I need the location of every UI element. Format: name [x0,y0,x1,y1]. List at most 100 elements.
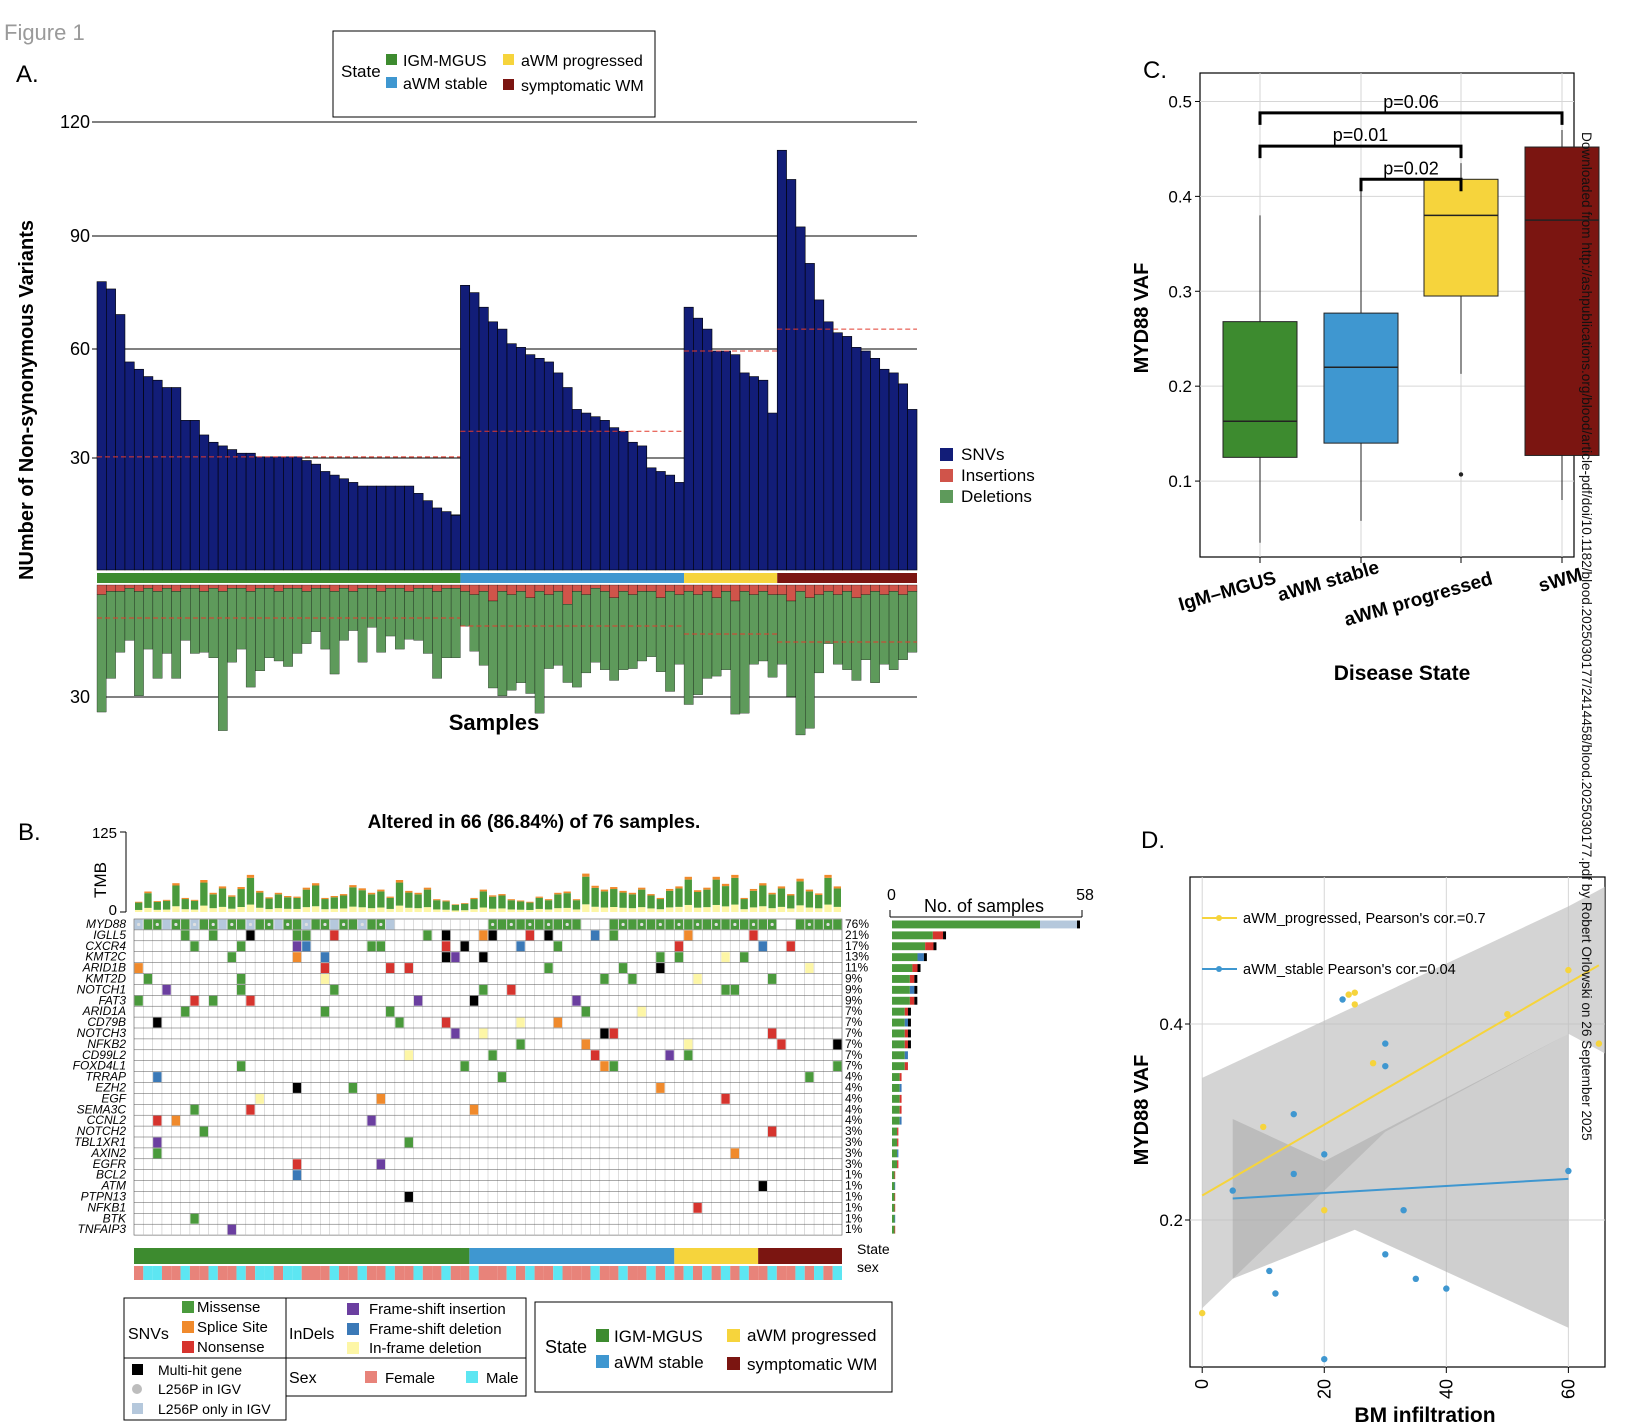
tmb-bar-inframe [386,908,394,912]
tmb-bar-inframe [516,909,525,912]
mutation-cell [590,930,600,941]
count-bar-igll5 [892,931,933,940]
state-track-label: State [857,1241,890,1257]
xtick-d-label-40: 40 [1436,1379,1456,1399]
mutation-cell [246,1104,255,1115]
tmb-bar-inframe [815,908,823,912]
sex-track-cell [832,1266,842,1280]
mutation-cell [441,930,451,941]
snv-bar [562,387,573,571]
legend-item-awm-progressed: aWM progressed [521,53,643,70]
panel-c-ylabel: MYD88 VAF [1131,263,1153,374]
tmb-bar-missense [684,879,692,905]
state-strip-0 [97,573,461,583]
deletion-bar [888,591,899,670]
insertion-bar [134,584,144,592]
mutation-cell [479,984,488,995]
deletion-bar [702,591,713,679]
mutation-cell [637,1006,646,1017]
l256p-dot [342,922,346,927]
snv-bar [767,412,778,571]
deletion-bar [832,594,843,665]
tmb-bar-inframe [693,907,702,912]
tmb-bar-missense [554,894,562,909]
insertion-bar [283,584,293,589]
samples-axis-max: 58 [1076,887,1094,904]
snv-bar [133,368,144,571]
insertion-bar [693,584,703,595]
tmb-bar-splice [135,901,143,903]
snv-bar [814,299,825,571]
count-bar-tbl1xr1 [892,1138,898,1147]
mutation-cell [572,995,581,1006]
snv-bar [208,441,219,571]
tmb-bar-missense [703,889,711,908]
tmb-bar-inframe [796,905,804,912]
tmb-bar-splice [498,894,506,896]
insertion-bar [907,584,918,592]
tmb-bar-missense [237,889,245,908]
tmb-bar-inframe [554,908,562,912]
mutation-cell [646,919,656,930]
l256p-dot [491,922,495,927]
panel-d-label: D. [1141,827,1165,854]
deletion-bar [721,591,731,670]
tmb-bar-inframe [414,908,422,912]
legend-swatch-missense [182,1301,194,1313]
tmb-bar-splice [386,896,394,898]
tmb-bar-splice [377,889,385,892]
snv-bar [227,449,238,571]
mutation-cell [246,995,255,1006]
deletion-bar [749,594,759,665]
insertion-bar [702,584,713,592]
count-bar-bcl2 [892,1171,895,1180]
insertion-bar [395,584,405,589]
mutation-cell [609,1061,618,1072]
mutation-cell [404,963,413,973]
mutation-cell [721,952,730,963]
insertion-bar [301,584,312,592]
state-track-seg-1 [469,1248,675,1264]
sex-track-cell [189,1266,200,1280]
gene-label-arid1b: ARID1B [82,961,126,975]
sex-track-cell [134,1266,144,1280]
gene-percent-ptpn13: 1% [845,1190,863,1204]
tmb-bar-missense [489,896,497,909]
mutation-cell [292,1159,302,1170]
l256p-dot [379,922,383,927]
legend-b-state-stable: aWM stable [614,1353,704,1372]
tmb-bar-inframe [349,906,357,912]
scatter-point-1 [1229,1187,1236,1194]
insertion-bar [478,584,489,592]
sex-track-cell [208,1266,218,1280]
mutation-cell [553,1017,563,1028]
gene-label-ptpn13: PTPN13 [81,1190,127,1204]
insertion-bar [898,584,908,595]
tmb-bar-inframe [181,909,189,912]
sex-track-cell [283,1266,293,1280]
sex-track-cell [143,1266,153,1280]
deletion-bar [208,588,219,658]
mutation-cell [740,919,749,930]
snv-bar [311,463,321,571]
mutation-cell [376,1093,386,1104]
deletion-bar [190,588,200,654]
insertion-bar [171,584,182,592]
gene-label-tbl1xr1: TBL1XR1 [74,1135,126,1149]
mutation-cell [376,941,386,952]
snv-bar [702,328,713,571]
legend-b-multihit: Multi-hit gene [158,1362,242,1378]
deletion-bar [618,591,629,670]
tmb-bar-splice [535,896,543,898]
deletion-bar [115,591,126,653]
sex-track-cell [543,1266,554,1280]
tmb-bar-inframe [312,906,320,912]
sex-track-cell [767,1266,777,1280]
insertion-bar [609,584,619,598]
tmb-bar-inframe [582,904,590,912]
tmb-bar-missense [461,903,469,911]
tmb-bar-missense [833,888,841,907]
legend-b-l256p: L256P in IGV [158,1381,242,1397]
count-bar-myd88 [892,920,1040,929]
panel-d-xlabel: BM infiltration [1354,1404,1495,1427]
